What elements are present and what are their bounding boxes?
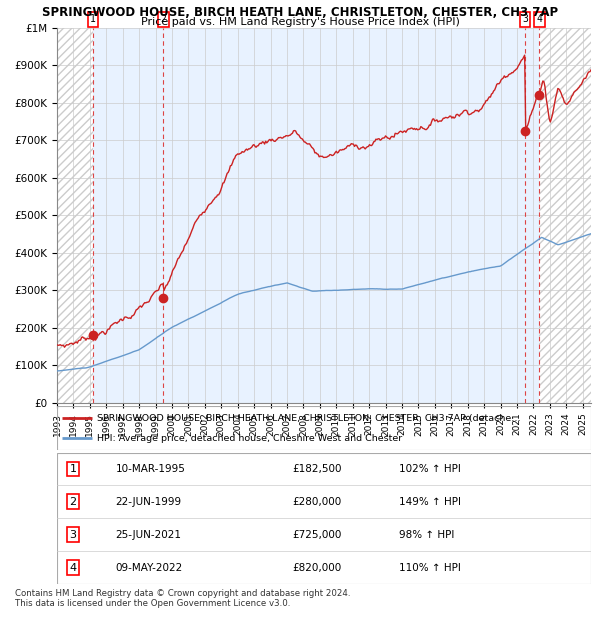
Text: 2: 2 [70,497,77,507]
Text: HPI: Average price, detached house, Cheshire West and Chester: HPI: Average price, detached house, Ches… [97,434,403,443]
Text: £182,500: £182,500 [292,464,341,474]
Bar [163,28,525,403]
Text: 4: 4 [70,562,77,573]
Text: 10-MAR-1995: 10-MAR-1995 [116,464,185,474]
Bar [525,28,539,403]
Bar [57,28,93,403]
Text: 1: 1 [70,464,77,474]
Text: £820,000: £820,000 [292,562,341,573]
Bar [93,28,163,403]
Text: 4: 4 [536,14,542,24]
Text: £725,000: £725,000 [292,529,341,540]
Text: £280,000: £280,000 [292,497,341,507]
Text: Price paid vs. HM Land Registry's House Price Index (HPI): Price paid vs. HM Land Registry's House … [140,17,460,27]
Text: 149% ↑ HPI: 149% ↑ HPI [399,497,461,507]
Bar [57,28,93,403]
Text: SPRINGWOOD HOUSE, BIRCH HEATH LANE, CHRISTLETON, CHESTER, CH3 7AP: SPRINGWOOD HOUSE, BIRCH HEATH LANE, CHRI… [42,6,558,19]
Text: 22-JUN-1999: 22-JUN-1999 [116,497,182,507]
Text: 2: 2 [160,14,166,24]
Text: Contains HM Land Registry data © Crown copyright and database right 2024.
This d: Contains HM Land Registry data © Crown c… [15,589,350,608]
Text: 98% ↑ HPI: 98% ↑ HPI [399,529,454,540]
Text: 102% ↑ HPI: 102% ↑ HPI [399,464,461,474]
Text: 1: 1 [90,14,96,24]
Text: 3: 3 [522,14,528,24]
Text: 110% ↑ HPI: 110% ↑ HPI [399,562,461,573]
Bar [539,28,591,403]
Text: 09-MAY-2022: 09-MAY-2022 [116,562,183,573]
Text: SPRINGWOOD HOUSE, BIRCH HEATH LANE, CHRISTLETON, CHESTER, CH3 7AP (detache…: SPRINGWOOD HOUSE, BIRCH HEATH LANE, CHRI… [97,414,521,423]
Text: 25-JUN-2021: 25-JUN-2021 [116,529,182,540]
Bar [539,28,591,403]
Text: 3: 3 [70,529,77,540]
